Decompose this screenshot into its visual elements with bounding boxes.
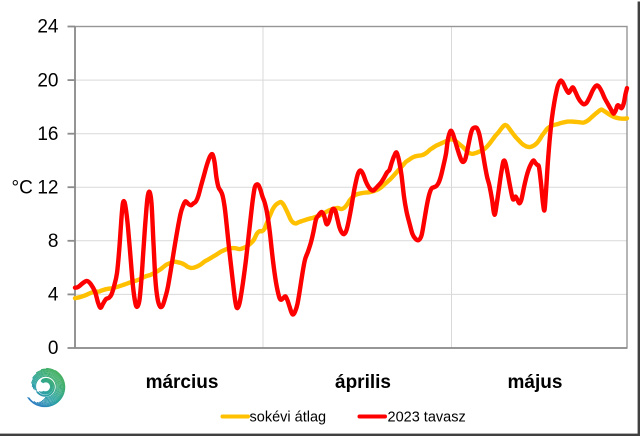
svg-text:12: 12 <box>37 177 58 198</box>
svg-text:0: 0 <box>48 338 59 359</box>
svg-text:2023 tavasz: 2023 tavasz <box>388 409 466 425</box>
svg-text:sokévi átlag: sokévi átlag <box>250 409 327 425</box>
svg-text:8: 8 <box>48 231 59 252</box>
svg-text:május: május <box>508 372 563 393</box>
svg-text:24: 24 <box>37 17 59 38</box>
svg-text:március: március <box>146 372 219 393</box>
svg-text:°C: °C <box>12 177 33 198</box>
svg-text:20: 20 <box>37 70 58 91</box>
svg-text:4: 4 <box>48 285 59 306</box>
svg-text:április: április <box>335 372 391 393</box>
svg-text:16: 16 <box>37 124 58 145</box>
